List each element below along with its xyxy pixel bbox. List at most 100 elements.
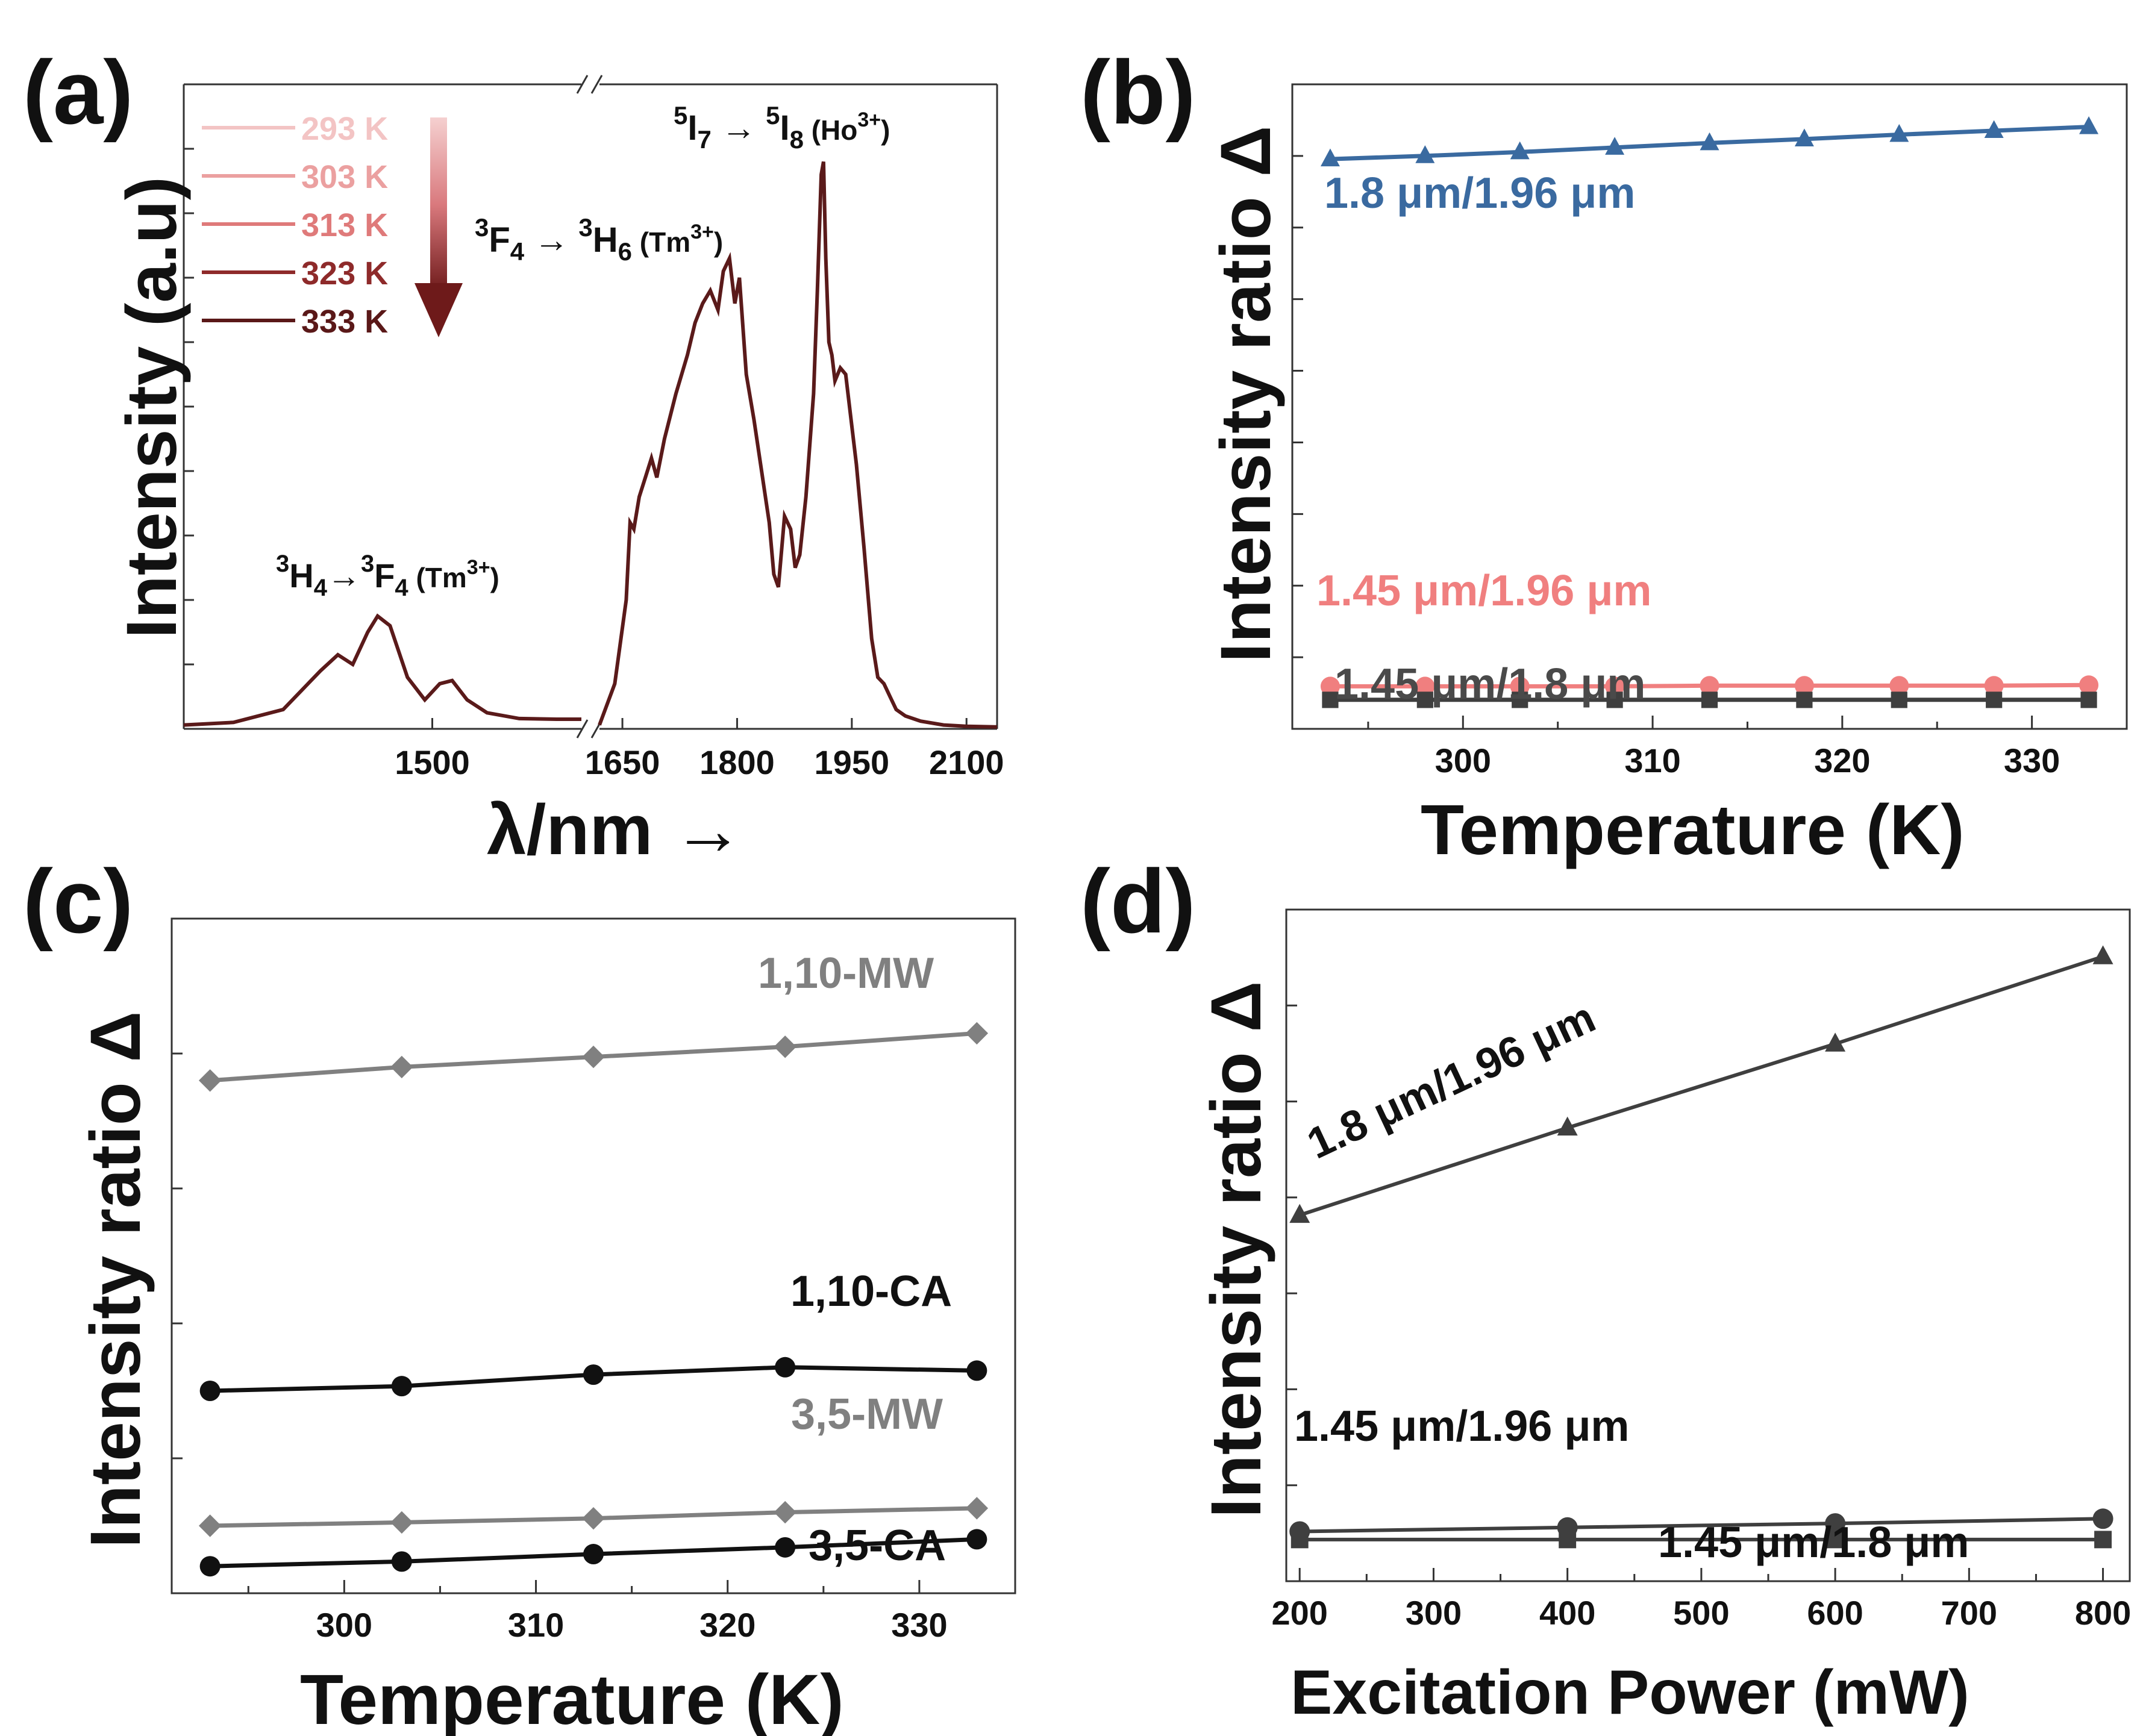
panel-b-x-tick-label-330: 330 <box>2004 742 2060 779</box>
panel-c-series-3-5-mw-2 <box>198 1497 989 1537</box>
legend-label-313k: 313 K <box>301 207 388 243</box>
data-point-3-5-ca-293 <box>199 1556 221 1577</box>
panel-b-label-1p45-1p96: 1.45 μm/1.96 μm <box>1316 567 1651 615</box>
temperature-arrow-head <box>415 283 463 337</box>
data-point-1-10-mw-323 <box>774 1035 796 1058</box>
data-point-1-45-m-1-8-m-200 <box>1290 1531 1309 1549</box>
annotation-ho-1960: 5I7 → 5I8 (Ho3+) <box>674 101 890 154</box>
legend-label-333k: 333 K <box>301 304 388 340</box>
data-point-1-45-m-1-8-m-298 <box>1416 692 1433 708</box>
panel-a-spectrum-1400-1560 <box>183 613 581 727</box>
panel-b-series-1-8-m-1-96-m-0 <box>1320 116 2099 167</box>
panel-a-x-ticks: 1500 1650 1800 1950 2100 <box>395 718 1004 781</box>
panel-d-label: (d) <box>1080 851 1196 952</box>
data-point-3-5-mw-293 <box>198 1514 222 1537</box>
data-point-3-5-mw-323 <box>774 1500 796 1524</box>
panel-d-x-tick-label-300: 300 <box>1406 1594 1462 1632</box>
panel-d-series-1-8-m-1-96-m-0 <box>1289 945 2113 1223</box>
panel-d-x-title: Excitation Power (mW) <box>1290 1658 1969 1728</box>
data-point-1-10-ca-333 <box>966 1360 987 1381</box>
data-point-3-5-ca-313 <box>583 1544 604 1565</box>
data-point-1-10-ca-313 <box>583 1364 604 1385</box>
panel-d-x-tick-label-400: 400 <box>1539 1594 1595 1632</box>
panel-c: (c) 300 310 320 330 1,10-MW 1,10-CA 3,5-MW … <box>23 851 1016 1736</box>
panel-b-y-title: Intensity ratio Δ <box>1206 126 1286 663</box>
data-point-1-45-m-1-8-m-328 <box>1986 692 2003 708</box>
data-point-1-45-m-1-96-m-298 <box>1415 676 1435 696</box>
data-point-1-45-m-1-8-m-323 <box>1891 692 1907 708</box>
data-point-1-45-m-1-96-m-328 <box>1984 676 2004 696</box>
data-point-1-8-m-1-96-m-800 <box>2092 945 2113 964</box>
data-point-3-5-mw-313 <box>582 1507 605 1530</box>
panel-c-frame <box>171 917 1016 1594</box>
panel-c-x-tick-label-330: 330 <box>891 1606 947 1644</box>
panel-a: (a) 1500 1650 1800 1950 2100 293 K 303 K 313… <box>23 42 1004 870</box>
panel-b: (b) 300 310 320 330 1.8 μm/1.96 μm 1.45 μm/… <box>1080 42 2128 870</box>
data-point-1-45-m-1-8-m-333 <box>2080 692 2097 708</box>
panel-c-series <box>198 1022 989 1577</box>
panel-b-series <box>1320 116 2099 708</box>
data-point-1-10-mw-313 <box>582 1045 605 1069</box>
data-point-1-10-ca-303 <box>391 1376 412 1397</box>
panel-a-x-tick-label-1800: 1800 <box>699 743 775 781</box>
panel-b-series-1-45-m-1-96-m-1 <box>1320 675 2099 696</box>
panel-d-x-tick-label-700: 700 <box>1941 1594 1997 1632</box>
data-point-1-8-m-1-96-m-313 <box>1700 132 1719 151</box>
panel-d: (d) 200 300 400 500 600 700 800 1.8 μm/1.96 μm… <box>1080 851 2131 1728</box>
panel-d-x-tick-label-800: 800 <box>2075 1594 2131 1632</box>
data-point-1-8-m-1-96-m-400 <box>1557 1116 1578 1136</box>
data-point-1-45-m-1-96-m-303 <box>1510 676 1530 696</box>
data-point-1-8-m-1-96-m-308 <box>1605 137 1625 155</box>
data-point-1-45-m-1-8-m-293 <box>1322 692 1339 708</box>
data-point-1-45-m-1-96-m-308 <box>1605 676 1625 696</box>
panel-d-y-ticks <box>1286 1004 1297 1487</box>
panel-a-y-ticks <box>184 83 194 666</box>
data-point-1-45-m-1-8-m-600 <box>1826 1531 1844 1549</box>
panel-a-x-title: λ/nm → <box>487 790 743 870</box>
panel-b-y-ticks <box>1292 155 1303 658</box>
panel-d-label-1p45-1p8: 1.45 μm/1.8 μm <box>1658 1519 1969 1567</box>
panel-b-frame <box>1291 83 2128 730</box>
panel-d-x-ticks: 200 300 400 500 600 700 800 <box>1272 1568 2131 1632</box>
legend-label-303k: 303 K <box>301 159 388 195</box>
data-point-1-45-m-1-96-m-313 <box>1700 676 1719 696</box>
panel-a-x-tick-label-2100: 2100 <box>929 743 1004 781</box>
panel-d-frame <box>1285 908 2131 1582</box>
data-point-1-45-m-1-8-m-800 <box>2094 1531 2112 1549</box>
panel-d-series-1-45-m-1-8-m-2 <box>1290 1531 2112 1549</box>
panel-a-x-tick-label-1950: 1950 <box>815 743 890 781</box>
panel-c-y-title: Intensity ratio Δ <box>76 1011 155 1548</box>
panel-d-x-tick-label-200: 200 <box>1272 1594 1328 1632</box>
annotation-tm-1800: 3F4 → 3H6 (Tm3+) <box>475 213 723 266</box>
panel-c-x-title: Temperature (K) <box>300 1660 844 1736</box>
data-point-1-45-m-1-96-m-800 <box>2092 1508 2113 1529</box>
data-point-1-8-m-1-96-m-200 <box>1289 1204 1310 1223</box>
data-point-1-8-m-1-96-m-303 <box>1510 141 1530 160</box>
panel-c-series-3-5-ca-3 <box>199 1529 987 1577</box>
panel-c-label-35-ca: 3,5-CA <box>809 1522 946 1570</box>
data-point-1-8-m-1-96-m-318 <box>1794 128 1814 146</box>
panel-d-label-1p8-1p96: 1.8 μm/1.96 μm <box>1300 993 1603 1169</box>
panel-c-label: (c) <box>23 851 133 952</box>
panel-d-x-tick-label-500: 500 <box>1673 1594 1729 1632</box>
panel-c-x-ticks: 300 310 320 330 <box>247 1580 1016 1644</box>
data-point-1-8-m-1-96-m-293 <box>1320 148 1340 167</box>
data-point-1-45-m-1-96-m-600 <box>1825 1513 1846 1534</box>
panel-a-x-tick-label-1500: 1500 <box>395 743 470 781</box>
data-point-1-10-ca-293 <box>199 1381 221 1401</box>
series-line-1-8-m-1-96-m <box>1299 955 2104 1217</box>
data-point-1-8-m-1-96-m-600 <box>1825 1032 1846 1052</box>
panel-c-x-tick-label-320: 320 <box>699 1606 756 1644</box>
panel-c-label-35-mw: 3,5-MW <box>791 1390 943 1438</box>
panel-a-axis-break-top <box>576 75 603 94</box>
data-point-1-45-m-1-96-m-333 <box>2079 675 2099 695</box>
panel-c-label-110-mw: 1,10-MW <box>758 949 934 998</box>
data-point-1-45-m-1-96-m-293 <box>1320 676 1340 696</box>
data-point-1-10-ca-323 <box>775 1357 796 1378</box>
data-point-3-5-ca-323 <box>775 1537 796 1558</box>
panel-b-label: (b) <box>1080 42 1196 143</box>
panel-a-spectrum-1620-2140 <box>598 161 998 729</box>
data-point-1-45-m-1-8-m-308 <box>1606 692 1623 708</box>
data-point-1-45-m-1-8-m-313 <box>1701 692 1718 708</box>
panel-b-x-tick-label-300: 300 <box>1435 742 1491 779</box>
